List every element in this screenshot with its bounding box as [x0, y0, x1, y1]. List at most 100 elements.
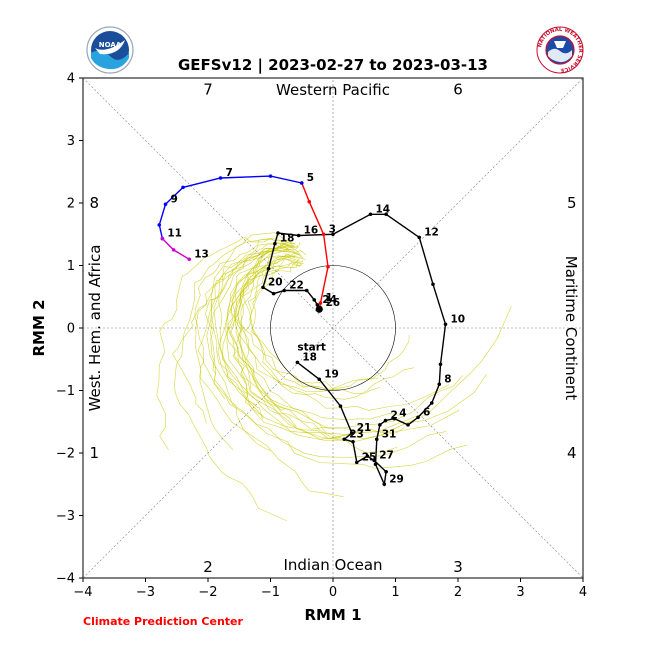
observed-day-label: 23	[349, 428, 364, 440]
observed-day-label: 31	[382, 428, 397, 440]
observed-point	[315, 303, 320, 307]
observed-point	[365, 454, 370, 458]
ensemble-member-line	[243, 262, 304, 411]
forecast-point	[326, 264, 330, 269]
forecast-point	[171, 248, 176, 252]
region-label-top: Western Pacific	[276, 81, 390, 99]
observed-day-label: 2	[391, 410, 398, 422]
observed-point	[342, 437, 347, 442]
observed-point	[416, 415, 420, 420]
x-tick-label: −1	[261, 585, 280, 600]
phase-label: 8	[89, 194, 99, 212]
phase-label: 5	[567, 194, 577, 212]
observed-point	[354, 460, 359, 465]
ensemble-member-line	[226, 244, 398, 453]
observed-day-label: 6	[423, 406, 430, 418]
x-tick-label: 1	[391, 585, 399, 600]
observed-track-line	[262, 213, 447, 487]
observed-day-label: 24	[322, 294, 337, 306]
observed-point	[331, 232, 335, 237]
ensemble-member-line	[194, 238, 301, 400]
forecast-point	[321, 232, 326, 237]
observed-point	[271, 291, 276, 296]
forecast-point	[187, 257, 192, 262]
chart-title: GEFSv12 | 2023-02-27 to 2023-03-13	[178, 56, 488, 75]
current-position-marker	[315, 305, 323, 313]
noaa-logo: NOAA	[86, 26, 134, 74]
ensemble-member-line	[230, 255, 379, 392]
phase-label: 4	[567, 444, 577, 462]
observed-day-label: 18	[302, 351, 317, 363]
observed-point	[374, 437, 379, 442]
forecast-day-label: 5	[307, 172, 314, 184]
x-tick-label: 3	[516, 585, 524, 600]
forecast-point	[163, 202, 168, 207]
ensemble-member-line	[229, 246, 430, 433]
ensemble-member-line	[237, 246, 415, 400]
observed-day-label: 18	[280, 233, 295, 245]
credit-label: Climate Prediction Center	[83, 615, 243, 628]
ensemble-member-line	[242, 245, 410, 389]
observed-day-label: 20	[268, 276, 283, 288]
observed-point	[406, 423, 410, 427]
guide-lines	[82, 77, 584, 579]
observed-day-label: 26	[326, 297, 341, 309]
forecast-day-label: 7	[226, 167, 233, 179]
observed-point	[282, 288, 287, 293]
observed-point	[338, 404, 343, 408]
ensemble-member-line	[213, 243, 512, 440]
observed-point	[261, 285, 265, 290]
region-label-right: Maritime Continent	[562, 256, 580, 401]
observed-point	[304, 288, 309, 293]
ensemble-member-line	[197, 243, 295, 451]
observed-point	[378, 423, 382, 427]
observed-point	[349, 431, 354, 435]
x-tick-label: 0	[329, 585, 337, 600]
y-tick-label: 1	[67, 259, 75, 274]
y-tick-label: 4	[67, 72, 75, 87]
observed-day-label: 14	[376, 203, 391, 215]
observed-point	[372, 458, 377, 463]
ensemble-member-tracks	[156, 232, 512, 521]
observed-day-label: 19	[324, 368, 339, 380]
region-label-left: West. Hem. and Africa	[86, 245, 104, 412]
observed-point	[312, 298, 317, 302]
observed-day-label: 21	[357, 422, 372, 434]
observed-day-label: 27	[379, 450, 394, 462]
ensemble-member-line	[251, 253, 380, 394]
y-tick-label: −2	[56, 447, 75, 462]
observed-day-label: 8	[444, 373, 451, 385]
y-tick-label: −1	[56, 384, 75, 399]
observed-point	[429, 401, 434, 405]
x-tick-label: 2	[454, 585, 462, 600]
x-tick-label: −4	[73, 585, 92, 600]
observed-day-label: 10	[451, 313, 466, 325]
observed-point	[351, 439, 355, 444]
observed-point	[384, 469, 388, 474]
observed-point	[276, 231, 280, 235]
forecast-day-label: 13	[194, 248, 209, 260]
observed-day-label: 4	[399, 408, 406, 420]
forecast-point	[218, 176, 223, 180]
observed-point	[431, 282, 435, 287]
observed-point	[383, 418, 388, 423]
y-tick-label: −4	[56, 572, 75, 587]
phase-label: 3	[453, 558, 463, 576]
ensemble-member-line	[210, 242, 468, 469]
ensemble-member-line	[210, 245, 289, 452]
observed-day-label: 29	[389, 473, 404, 485]
unit-circle	[270, 265, 396, 391]
forecast-point	[157, 223, 162, 227]
ensemble-member-line	[194, 237, 344, 498]
phase-label: 6	[453, 80, 463, 98]
y-tick-label: 2	[67, 197, 75, 212]
observed-point	[382, 482, 387, 487]
observed-point	[266, 266, 271, 271]
forecast-day-label: 9	[171, 193, 178, 205]
observed-day-label: 16	[304, 225, 319, 237]
y-tick-label: 3	[67, 134, 75, 149]
phase-label: 7	[203, 80, 213, 98]
observed-point	[384, 212, 388, 217]
